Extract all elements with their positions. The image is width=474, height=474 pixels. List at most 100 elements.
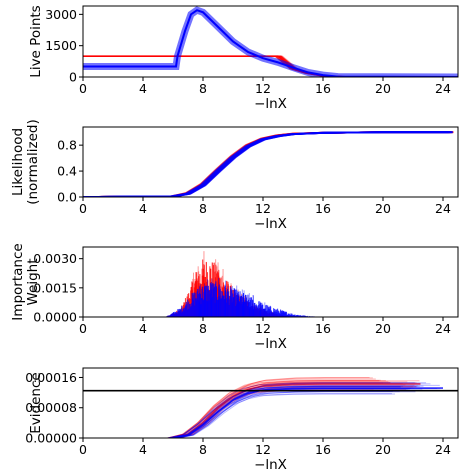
likelihood-draw (83, 131, 451, 197)
evidence-draw (178, 391, 393, 438)
x-tick-label: 0 (79, 201, 87, 216)
likelihood-draw (85, 131, 453, 197)
y-axis-label-line: Live Points (28, 5, 44, 77)
x-tick-label: 0 (79, 81, 87, 96)
x-axis-label: −lnX (254, 216, 287, 232)
x-axis-evidence: 0 4 8 12 16 20 24 −lnX (79, 438, 451, 473)
y-axis-likelihood: 0.0 0.4 0.8 Likelihood(normalized) (10, 119, 83, 205)
x-tick-label: 12 (255, 81, 271, 96)
x-tick-label: 12 (255, 442, 271, 457)
likelihood-draw (84, 131, 453, 197)
evidence-draw (169, 393, 392, 438)
x-tick-label: 8 (199, 321, 207, 336)
y-axis-label: Likelihood(normalized) (10, 119, 41, 205)
x-tick-label: 24 (435, 201, 451, 216)
evidence-draw (177, 388, 410, 438)
y-axis-label-line: Evidence (28, 372, 44, 433)
y-tick-label: 0.00000 (25, 431, 77, 446)
evidence-draw (167, 385, 404, 438)
axes-frame (82, 5, 459, 78)
x-tick-label: 16 (315, 201, 331, 216)
series-blue-likelihood (83, 131, 454, 197)
y-tick-label: 0.8 (57, 138, 77, 153)
x-tick-label: 16 (315, 81, 331, 96)
likelihood-draw (85, 131, 453, 197)
likelihood-draw (83, 131, 450, 197)
x-tick-label: 8 (199, 442, 207, 457)
likelihood-draw (83, 131, 451, 197)
x-tick-label: 20 (375, 442, 391, 457)
x-axis-importance-weight: 0 4 8 12 16 20 24 −lnX (79, 317, 451, 352)
x-tick-label: 24 (435, 81, 451, 96)
plot-area-evidence (83, 376, 458, 438)
x-tick-label: 24 (435, 321, 451, 336)
evidence-draw (168, 379, 381, 438)
y-axis-label: Live Points (28, 5, 44, 77)
likelihood-draw (83, 131, 450, 197)
x-tick-label: 20 (375, 81, 391, 96)
y-tick-label: 0.0015 (33, 280, 77, 295)
evidence-draw (167, 381, 391, 438)
series-red-likelihood (83, 131, 454, 197)
x-tick-label: 4 (139, 442, 147, 457)
x-tick-label: 16 (315, 442, 331, 457)
axes-frame (82, 246, 459, 318)
evidence-draw (169, 382, 417, 438)
y-axis-label-line: Likelihood (10, 128, 26, 196)
y-axis-label: Evidence (28, 372, 44, 433)
x-tick-label: 4 (139, 201, 147, 216)
evidence-draw (168, 382, 415, 438)
x-tick-label: 20 (375, 201, 391, 216)
evidence-draw (171, 381, 408, 438)
y-tick-label: 1500 (45, 38, 77, 53)
panel-likelihood: 0 4 8 12 16 20 24 −lnX 0.0 0.4 0.8 Likelihood(norma… (10, 119, 459, 232)
plot-area-importance-weight (165, 251, 324, 317)
y-axis-label-line: (normalized) (25, 119, 41, 205)
x-tick-label: 24 (435, 442, 451, 457)
axes-frame (82, 126, 459, 198)
likelihood-draw (83, 131, 449, 197)
likelihood-draw (85, 131, 453, 197)
y-tick-label: 0.4 (57, 164, 77, 179)
x-tick-label: 12 (255, 321, 271, 336)
likelihood-draw (85, 131, 453, 197)
likelihood-draw (84, 131, 452, 197)
y-axis-label-line: Importance (10, 243, 26, 320)
x-tick-label: 12 (255, 201, 271, 216)
x-tick-label: 20 (375, 321, 391, 336)
y-tick-label: 0 (69, 70, 77, 85)
x-axis-label: −lnX (254, 336, 287, 352)
likelihood-draw (84, 131, 452, 197)
series-red-evidence (167, 376, 421, 438)
axes-frame (82, 367, 459, 439)
panel-importance-weight: 0 4 8 12 16 20 24 −lnX 0.00000.00150.0030Importa… (10, 243, 459, 352)
likelihood-draw (83, 131, 451, 197)
x-tick-label: 8 (199, 81, 207, 96)
likelihood-draw (86, 131, 454, 197)
evidence-mean (172, 383, 421, 438)
evidence-draw (177, 382, 427, 438)
x-tick-label: 0 (79, 442, 87, 457)
likelihood-draw (83, 131, 451, 197)
likelihood-draw (83, 131, 450, 197)
y-tick-label: 3000 (45, 7, 77, 22)
x-tick-label: 0 (79, 321, 87, 336)
evidence-mean (172, 387, 443, 438)
y-tick-label: 0.0 (57, 190, 77, 205)
evidence-draw (167, 387, 412, 438)
x-axis-label: −lnX (254, 457, 287, 473)
likelihood-draw (85, 131, 454, 197)
likelihood-draw (83, 131, 448, 197)
y-axis-label-line: Weight (25, 258, 41, 305)
likelihood-draw (83, 131, 449, 197)
likelihood-draw (83, 131, 448, 197)
y-tick-label: 0.00008 (25, 400, 77, 415)
panel-evidence: 0 4 8 12 16 20 24 −lnX 0.00000 0.00008 0.00016Evid… (25, 367, 459, 473)
x-tick-label: 16 (315, 321, 331, 336)
y-axis-label: ImportanceWeight (10, 243, 41, 320)
x-tick-label: 4 (139, 321, 147, 336)
x-tick-label: 8 (199, 201, 207, 216)
